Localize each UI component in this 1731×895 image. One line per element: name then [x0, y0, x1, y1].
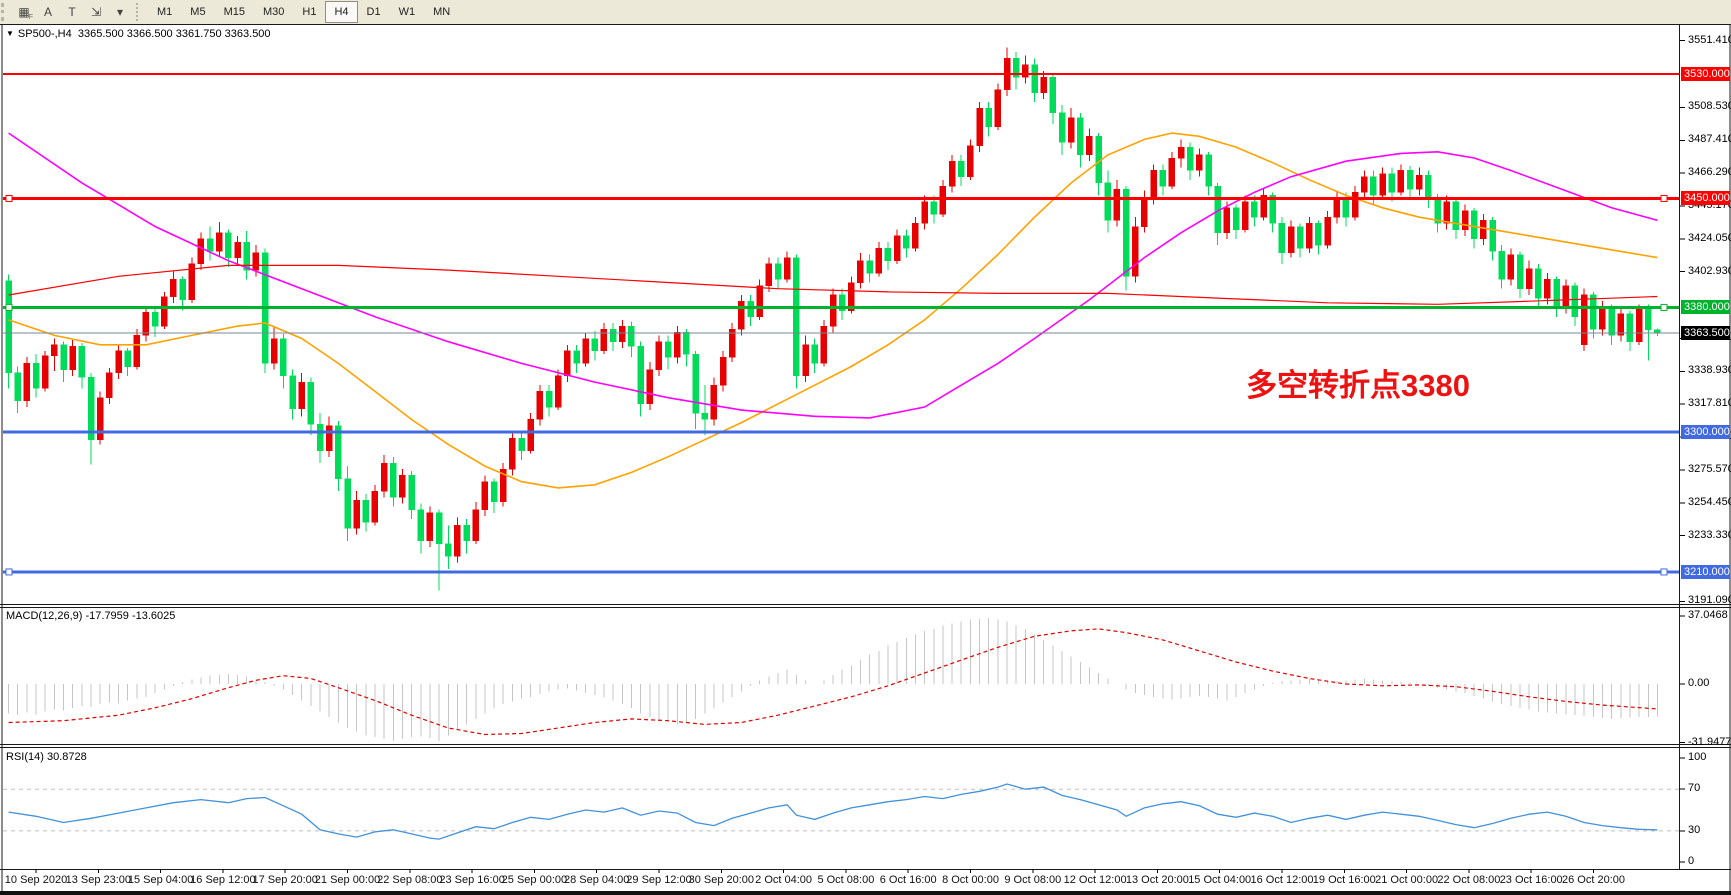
- time-label-12: 2 Oct 04:00: [755, 874, 813, 886]
- price-badge-3450.000: 3450.000: [1681, 191, 1730, 206]
- price-tick-3424.050: 3424.050: [1688, 231, 1731, 244]
- candlesticks: [5, 47, 1661, 591]
- time-label-19: 15 Oct 04:00: [1188, 874, 1252, 886]
- timeframe-button-h1[interactable]: H1: [302, 6, 317, 18]
- time-label-7: 23 Sep 16:00: [439, 874, 505, 886]
- chart-text-annotation[interactable]: 多空转折点3380: [1246, 368, 1470, 403]
- price-tick-3191.090: 3191.090: [1688, 594, 1731, 607]
- time-label-13: 5 Oct 08:00: [817, 874, 875, 886]
- window-bottom-edge: [0, 891, 1731, 895]
- timeframe-button-mn[interactable]: MN: [433, 6, 451, 18]
- timeframe-button-m5[interactable]: M5: [190, 6, 206, 18]
- indicator-grid-tool[interactable]: ▦ F: [18, 5, 33, 21]
- time-label-9: 28 Sep 04:00: [563, 874, 630, 886]
- time-label-25: 26 Oct 20:00: [1562, 874, 1625, 886]
- price-tick-3508.530: 3508.530: [1688, 100, 1731, 113]
- rsi-value: 30.8728: [46, 751, 87, 763]
- price-tick-3487.410: 3487.410: [1688, 133, 1731, 146]
- macd-tick-0.00: 0.00: [1688, 676, 1710, 689]
- timeframe-button-w1[interactable]: W1: [398, 6, 416, 18]
- time-label-6: 22 Sep 08:00: [377, 874, 443, 886]
- price-badge-3210.000: 3210.000: [1681, 564, 1730, 579]
- chart-dropdown-icon[interactable]: ▼: [6, 29, 14, 38]
- price-badge-3300.000: 3300.000: [1681, 424, 1730, 439]
- macd-signal-line: [8, 628, 1658, 736]
- chart-ohlc-values: 3365.500 3366.500 3361.750 3363.500: [77, 28, 271, 40]
- price-badge-3530.000: 3530.000: [1681, 67, 1730, 81]
- time-label-21: 19 Oct 16:00: [1312, 874, 1376, 886]
- timeframe-button-h4[interactable]: H4: [325, 1, 358, 23]
- support-3210-handle[interactable]: [5, 568, 13, 576]
- time-label-4: 17 Sep 20:00: [252, 874, 318, 886]
- rsi-line: [8, 783, 1658, 840]
- time-label-1: 13 Sep 23:00: [65, 874, 132, 886]
- time-label-14: 6 Oct 16:00: [879, 874, 937, 886]
- macd-tick-37.0468: 37.0468: [1688, 608, 1728, 621]
- price-tick-3338.930: 3338.930: [1688, 364, 1731, 377]
- price-tick-3466.290: 3466.290: [1688, 166, 1731, 179]
- rsi-tick-0: 0: [1688, 855, 1695, 868]
- toolbar-separator: [136, 3, 144, 21]
- time-label-17: 12 Oct 12:00: [1063, 874, 1127, 886]
- support-3210-handle[interactable]: [1660, 568, 1668, 576]
- rsi-indicator-label: RSI(14) 30.8728: [6, 751, 87, 763]
- current-price-badge: 3363.500: [1681, 326, 1730, 341]
- text-box-tool[interactable]: T: [68, 5, 76, 19]
- arrow-objects-caret[interactable]: ▾: [116, 5, 124, 19]
- chart-toolbar: ▦ F A T ⇲ ▾ M1 M5 M15 M30 H1 H4 D1 W1 MN: [0, 0, 1731, 25]
- macd-indicator-label: MACD(12,26,9) -17.7959 -13.6025: [6, 610, 176, 622]
- text-label-tool[interactable]: A: [43, 5, 52, 19]
- time-label-24: 23 Oct 16:00: [1499, 874, 1563, 886]
- time-label-0: 10 Sep 2020: [4, 874, 68, 886]
- rsi-tick-100: 100: [1688, 750, 1707, 763]
- time-label-5: 21 Sep 00:00: [314, 874, 381, 886]
- rsi-panel: [3, 783, 1679, 840]
- price-tick-3402.930: 3402.930: [1688, 264, 1731, 277]
- macd-values: -17.7959 -13.6025: [85, 610, 176, 622]
- time-label-10: 29 Sep 12:00: [626, 874, 692, 886]
- time-label-20: 16 Oct 12:00: [1250, 874, 1314, 886]
- time-label-18: 13 Oct 20:00: [1125, 874, 1189, 886]
- resistance-3450-handle[interactable]: [5, 194, 13, 202]
- toolbar-grip[interactable]: [1, 3, 9, 21]
- pivot-3380-handle[interactable]: [5, 303, 13, 311]
- price-tick-3233.330: 3233.330: [1688, 528, 1731, 541]
- timeframe-button-m30[interactable]: M30: [262, 6, 285, 18]
- time-label-8: 25 Sep 00:00: [501, 874, 568, 886]
- pivot-3380-handle[interactable]: [1660, 303, 1668, 311]
- time-label-16: 9 Oct 08:00: [1004, 874, 1062, 886]
- price-tick-3254.450: 3254.450: [1688, 495, 1731, 508]
- ma-fast-orange: [8, 132, 1658, 489]
- price-tick-3275.570: 3275.570: [1688, 462, 1731, 475]
- time-label-11: 30 Sep 20:00: [688, 874, 755, 886]
- timeframe-button-m15[interactable]: M15: [223, 6, 245, 18]
- ma-mid-magenta: [8, 132, 1658, 419]
- price-badge-3380.000: 3380.000: [1681, 300, 1730, 315]
- rsi-tick-30: 30: [1688, 823, 1701, 836]
- chart-symbol-label: SP500-,H4: [17, 28, 72, 40]
- ma-slow-red: [8, 264, 1658, 305]
- time-label-22: 21 Oct 00:00: [1375, 874, 1439, 886]
- macd-tick--31.9477: -31.9477: [1688, 735, 1731, 748]
- arrow-objects-tool[interactable]: ⇲: [90, 5, 102, 19]
- rsi-tick-70: 70: [1688, 782, 1701, 795]
- price-tick-3317.810: 3317.810: [1688, 397, 1731, 410]
- price-tick-3551.410: 3551.410: [1688, 33, 1731, 46]
- time-label-23: 22 Oct 08:00: [1437, 874, 1501, 886]
- time-label-2: 15 Sep 04:00: [127, 874, 194, 886]
- time-label-15: 8 Oct 00:00: [942, 874, 999, 886]
- time-label-3: 16 Sep 12:00: [190, 874, 256, 886]
- resistance-3450-handle[interactable]: [1660, 194, 1668, 202]
- timeframe-button-d1[interactable]: D1: [366, 6, 381, 18]
- chart-symbol-header: ▼ SP500-,H4 3365.500 3366.500 3361.750 33…: [6, 28, 271, 40]
- timeframe-button-m1[interactable]: M1: [157, 6, 173, 18]
- macd-panel: [8, 617, 1658, 741]
